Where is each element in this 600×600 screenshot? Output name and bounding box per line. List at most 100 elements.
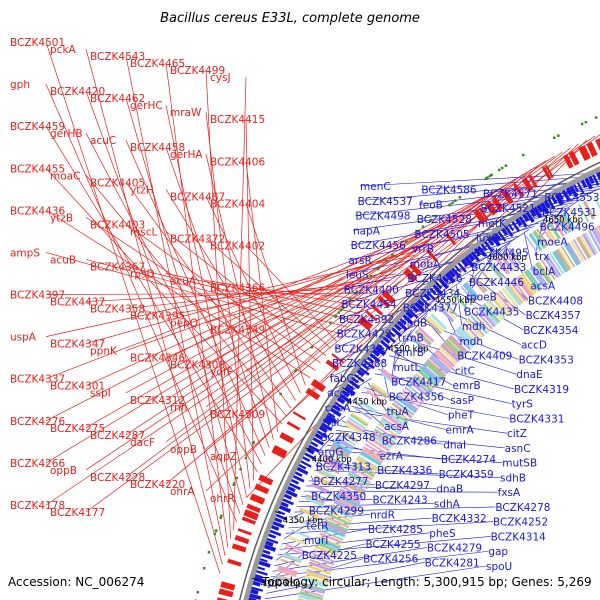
feature-band bbox=[564, 211, 577, 230]
plus-strand-gene bbox=[545, 164, 554, 179]
feature-band bbox=[329, 510, 352, 523]
rna-marker bbox=[451, 201, 454, 204]
minus-gene-leader bbox=[277, 536, 491, 556]
minus-gene-leader bbox=[313, 470, 500, 478]
feature-band bbox=[406, 383, 427, 401]
feature-band bbox=[467, 317, 485, 337]
plus-gene-label: aqpZ bbox=[210, 451, 237, 463]
feature-band bbox=[452, 292, 468, 310]
minus-gene-label: sdhA bbox=[434, 498, 461, 510]
feature-band bbox=[357, 455, 380, 469]
plus-gene-label: ytzB bbox=[50, 212, 73, 224]
plus-strand-gene bbox=[541, 166, 552, 180]
feature-band bbox=[427, 316, 445, 333]
feature-band bbox=[337, 434, 356, 446]
plus-strand-gene bbox=[487, 200, 498, 215]
minus-gene-leader bbox=[388, 355, 515, 390]
minus-strand-gene bbox=[483, 240, 494, 252]
feature-band bbox=[305, 494, 325, 505]
feature-band bbox=[342, 481, 366, 496]
minus-gene-label: BCZK4454 bbox=[341, 299, 396, 311]
feature-band bbox=[344, 479, 367, 493]
feature-band bbox=[364, 443, 387, 458]
minus-strand-gene bbox=[413, 301, 426, 313]
feature-band bbox=[324, 456, 343, 469]
minus-gene-label: fxsA bbox=[498, 487, 521, 499]
minus-gene-leader bbox=[275, 539, 305, 561]
minus-strand-gene bbox=[320, 422, 333, 432]
feature-band bbox=[362, 446, 385, 461]
minus-gene-label: acsA bbox=[384, 421, 410, 433]
rna-marker bbox=[196, 591, 200, 594]
feature-band bbox=[411, 334, 428, 350]
feature-band bbox=[309, 559, 334, 569]
axis-tick bbox=[385, 331, 391, 337]
minus-gene-label: BCZK4377 bbox=[403, 303, 458, 315]
minus-strand-gene bbox=[374, 345, 387, 357]
feature-band bbox=[382, 368, 400, 383]
feature-band bbox=[526, 269, 543, 290]
minus-gene-label: BCZK4331 bbox=[509, 413, 564, 425]
rna-marker bbox=[341, 306, 345, 309]
plus-strand-gene bbox=[243, 510, 259, 520]
feature-band bbox=[529, 266, 547, 288]
minus-strand-gene bbox=[258, 560, 271, 568]
minus-strand-gene bbox=[591, 174, 600, 186]
feature-band bbox=[306, 568, 330, 579]
minus-strand-gene bbox=[402, 313, 414, 325]
plus-gene-label: BCZK4487 bbox=[170, 191, 225, 203]
feature-band bbox=[312, 552, 336, 563]
plus-gene-label: BCZK4308 bbox=[170, 360, 225, 372]
minus-strand-gene bbox=[248, 593, 262, 600]
plus-gene-leader bbox=[165, 273, 397, 316]
minus-strand-gene bbox=[554, 193, 564, 206]
minus-gene-label: sasP bbox=[450, 395, 474, 407]
feature-band bbox=[395, 396, 418, 414]
plus-gene-label: oppB bbox=[50, 465, 77, 477]
feature-band bbox=[470, 315, 488, 335]
minus-gene-leader bbox=[303, 490, 498, 493]
minus-gene-leader bbox=[395, 312, 428, 353]
plus-strand-gene bbox=[258, 474, 274, 486]
rna-marker bbox=[235, 476, 238, 480]
minus-gene-label: BCZK4278 bbox=[495, 502, 550, 514]
minus-gene-label: BCZK4255 bbox=[365, 539, 420, 551]
plus-gene-label: BCZK4437 bbox=[50, 297, 105, 309]
genome-summary-text: Topology: circular; Length: 5,300,915 bp… bbox=[261, 575, 592, 589]
plus-gene-leader bbox=[85, 259, 348, 328]
plus-gene-label: BCZK4372 bbox=[170, 233, 225, 245]
rna-marker bbox=[553, 136, 556, 140]
plus-gene-label: BCZK4358 bbox=[90, 304, 145, 316]
feature-band bbox=[417, 369, 438, 388]
feature-band bbox=[462, 321, 481, 341]
minus-gene-label: acsA bbox=[530, 281, 556, 293]
feature-band bbox=[315, 541, 340, 554]
plus-strand-gene bbox=[570, 150, 580, 165]
rna-marker bbox=[213, 532, 217, 536]
axis-tick-label: 4400 kbp bbox=[312, 455, 352, 465]
axis-tick bbox=[342, 387, 348, 392]
feature-band bbox=[314, 475, 334, 488]
feature-band bbox=[327, 513, 351, 526]
plus-gene-label: uspA bbox=[10, 332, 37, 344]
feature-band bbox=[369, 384, 388, 399]
feature-band bbox=[482, 303, 501, 323]
minus-strand-gene bbox=[338, 393, 351, 403]
minus-gene-leader bbox=[320, 415, 346, 438]
feature-band bbox=[440, 343, 461, 363]
feature-band bbox=[480, 269, 495, 287]
feature-band bbox=[298, 594, 320, 600]
feature-band bbox=[581, 233, 597, 256]
feature-band bbox=[488, 299, 506, 319]
plus-strand-gene bbox=[358, 315, 373, 330]
feature-band bbox=[588, 230, 600, 253]
minus-strand-gene bbox=[303, 452, 316, 461]
feature-band bbox=[299, 591, 324, 600]
axis-tick-label: 4650 kbp bbox=[543, 216, 583, 226]
minus-strand-gene bbox=[525, 211, 535, 223]
minus-gene-leader bbox=[324, 449, 503, 463]
feature-band bbox=[370, 432, 393, 449]
feature-band bbox=[503, 250, 518, 269]
minus-strand-gene bbox=[584, 177, 594, 190]
plus-strand-gene bbox=[377, 295, 391, 309]
